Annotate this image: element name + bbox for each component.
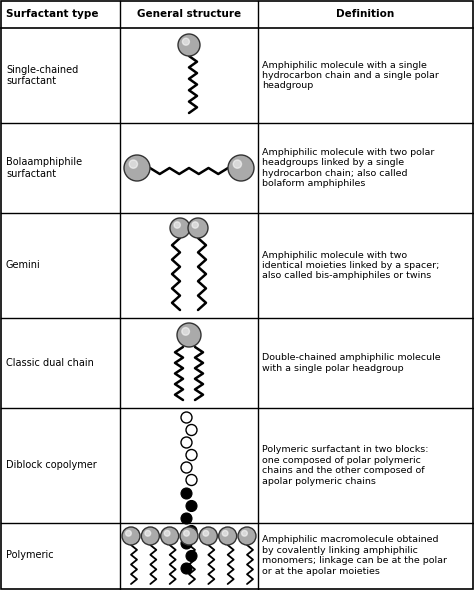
Circle shape	[181, 412, 192, 423]
Circle shape	[141, 527, 159, 545]
Text: Surfactant type: Surfactant type	[6, 9, 99, 19]
Circle shape	[233, 160, 242, 168]
Circle shape	[181, 513, 192, 524]
Text: Amphiphilic molecule with two polar
headgroups linked by a single
hydrocarbon ch: Amphiphilic molecule with two polar head…	[262, 148, 434, 188]
Circle shape	[170, 218, 190, 238]
Circle shape	[174, 222, 181, 228]
Circle shape	[186, 424, 197, 435]
Circle shape	[182, 38, 190, 45]
Circle shape	[186, 526, 197, 536]
Text: Amphiphilic molecule with a single
hydrocarbon chain and a single polar
headgrou: Amphiphilic molecule with a single hydro…	[262, 61, 439, 90]
Circle shape	[161, 527, 179, 545]
Circle shape	[180, 527, 198, 545]
Text: Gemini: Gemini	[6, 261, 41, 270]
Circle shape	[145, 530, 151, 536]
Circle shape	[181, 488, 192, 499]
Circle shape	[188, 218, 208, 238]
Circle shape	[200, 527, 218, 545]
Text: Definition: Definition	[336, 9, 394, 19]
Circle shape	[122, 527, 140, 545]
Circle shape	[177, 323, 201, 347]
Circle shape	[192, 222, 199, 228]
Circle shape	[203, 530, 209, 536]
Circle shape	[219, 527, 237, 545]
Circle shape	[238, 527, 256, 545]
Circle shape	[183, 530, 189, 536]
Circle shape	[186, 500, 197, 512]
Circle shape	[181, 563, 192, 574]
Circle shape	[181, 437, 192, 448]
Text: Classic dual chain: Classic dual chain	[6, 358, 94, 368]
Circle shape	[178, 34, 200, 56]
Circle shape	[164, 530, 170, 536]
Circle shape	[186, 550, 197, 562]
Text: General structure: General structure	[137, 9, 241, 19]
Circle shape	[228, 155, 254, 181]
Circle shape	[242, 530, 247, 536]
Circle shape	[126, 530, 131, 536]
Circle shape	[182, 327, 190, 335]
Text: Double-chained amphiphilic molecule
with a single polar headgroup: Double-chained amphiphilic molecule with…	[262, 353, 441, 373]
Text: Single-chained
surfactant: Single-chained surfactant	[6, 65, 78, 86]
Circle shape	[129, 160, 137, 168]
Circle shape	[124, 155, 150, 181]
Circle shape	[186, 474, 197, 486]
Circle shape	[222, 530, 228, 536]
Circle shape	[181, 462, 192, 473]
Circle shape	[181, 538, 192, 549]
Circle shape	[186, 450, 197, 461]
Text: Polymeric: Polymeric	[6, 550, 54, 560]
Text: Amphiphilic macromolecule obtained
by covalently linking amphiphilic
monomers; l: Amphiphilic macromolecule obtained by co…	[262, 535, 447, 576]
Text: Amphiphilic molecule with two
identical moieties linked by a spacer;
also called: Amphiphilic molecule with two identical …	[262, 251, 439, 280]
Text: Diblock copolymer: Diblock copolymer	[6, 461, 97, 470]
Text: Polymeric surfactant in two blocks:
one composed of polar polymeric
chains and t: Polymeric surfactant in two blocks: one …	[262, 445, 428, 486]
Text: Bolaamphiphile
surfactant: Bolaamphiphile surfactant	[6, 157, 82, 179]
